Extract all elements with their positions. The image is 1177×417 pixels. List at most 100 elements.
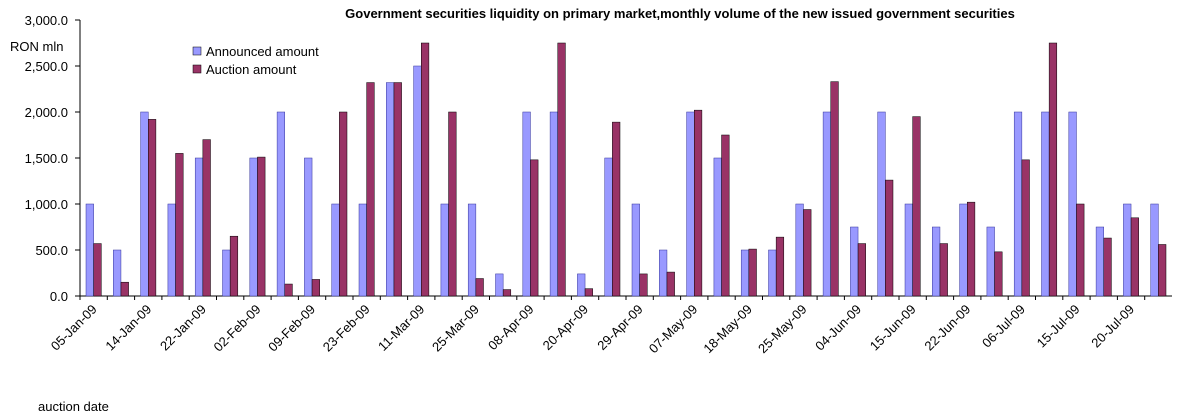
- bar: [1158, 244, 1167, 297]
- bar: [386, 82, 395, 297]
- x-tick-label: 23-Feb-09: [320, 302, 373, 355]
- x-tick-label: 22-Jun-09: [921, 302, 973, 354]
- bar: [421, 42, 430, 297]
- bar: [257, 156, 266, 297]
- bar: [1150, 203, 1159, 297]
- x-tick-label: 20-Jul-09: [1088, 302, 1137, 351]
- y-axis-label: RON mln: [10, 39, 63, 54]
- bar: [631, 203, 640, 297]
- x-tick-label: 08-Apr-09: [485, 302, 536, 353]
- bar: [1048, 42, 1058, 297]
- bar: [885, 179, 894, 297]
- bar: [604, 157, 613, 297]
- bar: [440, 203, 449, 297]
- bar: [284, 283, 293, 297]
- legend-label: Auction amount: [206, 62, 297, 77]
- bar: [803, 209, 812, 297]
- x-tick-label: 14-Jan-09: [102, 302, 154, 354]
- x-tick-label: 11-Mar-09: [375, 302, 427, 354]
- bar: [140, 111, 149, 297]
- bar: [557, 42, 566, 297]
- x-tick-label: 25-May-09: [755, 302, 810, 357]
- bar: [686, 111, 695, 297]
- bar: [448, 111, 457, 297]
- bar: [694, 109, 703, 297]
- bar: [994, 251, 1003, 297]
- x-tick-label: 15-Jul-09: [1034, 302, 1083, 351]
- x-tick-label: 25-Mar-09: [429, 302, 482, 355]
- bar: [1068, 111, 1077, 297]
- bar: [830, 81, 839, 297]
- x-tick-label: 06-Jul-09: [979, 302, 1028, 351]
- bar: [857, 243, 866, 297]
- bar: [311, 279, 320, 297]
- bar: [748, 248, 757, 297]
- bar: [148, 119, 157, 297]
- bar: [229, 235, 239, 297]
- bar: [850, 226, 859, 297]
- bar: [584, 288, 593, 297]
- bar: [713, 157, 722, 297]
- legend-label: Announced amount: [206, 44, 319, 59]
- x-axis-label: auction date: [38, 399, 109, 414]
- bar: [222, 249, 231, 297]
- y-tick-label: 1,500.0: [25, 151, 68, 166]
- y-tick-label: 0.0: [50, 289, 68, 304]
- bar: [1103, 237, 1112, 297]
- bar: [666, 271, 675, 297]
- y-tick-label: 500.0: [35, 243, 68, 258]
- chart-title: Government securities liquidity on prima…: [345, 6, 1015, 21]
- bar: [768, 249, 777, 297]
- bar: [986, 226, 995, 297]
- bar: [577, 273, 586, 297]
- bar: [502, 289, 512, 297]
- bar: [475, 278, 484, 297]
- x-tick-label: 05-Jan-09: [48, 302, 100, 354]
- y-tick-label: 1,000.0: [25, 197, 68, 212]
- bar: [939, 243, 948, 297]
- x-tick-label: 02-Feb-09: [211, 302, 264, 355]
- y-tick-label: 2,500.0: [25, 59, 68, 74]
- bar: [904, 203, 913, 297]
- y-tick-label: 3,000.0: [25, 13, 68, 28]
- bar: [522, 111, 531, 297]
- bar: [659, 249, 668, 297]
- bar: [85, 203, 94, 297]
- bar: [1076, 203, 1085, 297]
- x-tick-label: 20-Apr-09: [540, 302, 591, 353]
- bar: [822, 111, 832, 297]
- bar: [276, 111, 285, 297]
- bar: [467, 203, 477, 297]
- bar: [358, 203, 367, 297]
- bar: [194, 157, 204, 297]
- bar: [120, 281, 129, 297]
- bar: [331, 203, 340, 297]
- bar: [1123, 203, 1132, 297]
- bar: [304, 157, 313, 297]
- bar: [249, 157, 258, 297]
- bar: [639, 273, 648, 297]
- bar: [1095, 226, 1104, 297]
- bar: [339, 111, 348, 297]
- bar: [775, 236, 785, 297]
- bar: [1021, 159, 1030, 297]
- bar: [1130, 217, 1139, 297]
- bar: [967, 201, 976, 297]
- bar: [740, 249, 750, 297]
- y-tick-label: 2,000.0: [25, 105, 68, 120]
- bar: [366, 82, 375, 297]
- bar: [175, 153, 184, 297]
- bar: [202, 139, 211, 297]
- bar: [393, 82, 402, 297]
- bar: [495, 273, 504, 297]
- bar: [877, 111, 886, 297]
- x-tick-label: 04-Jun-09: [812, 302, 864, 354]
- bar: [795, 203, 804, 297]
- x-tick-label: 15-Jun-09: [867, 302, 919, 354]
- legend-swatch: [192, 46, 202, 56]
- x-tick-label: 29-Apr-09: [594, 302, 645, 353]
- bar: [959, 203, 968, 297]
- bar: [932, 226, 941, 297]
- bar: [413, 65, 422, 297]
